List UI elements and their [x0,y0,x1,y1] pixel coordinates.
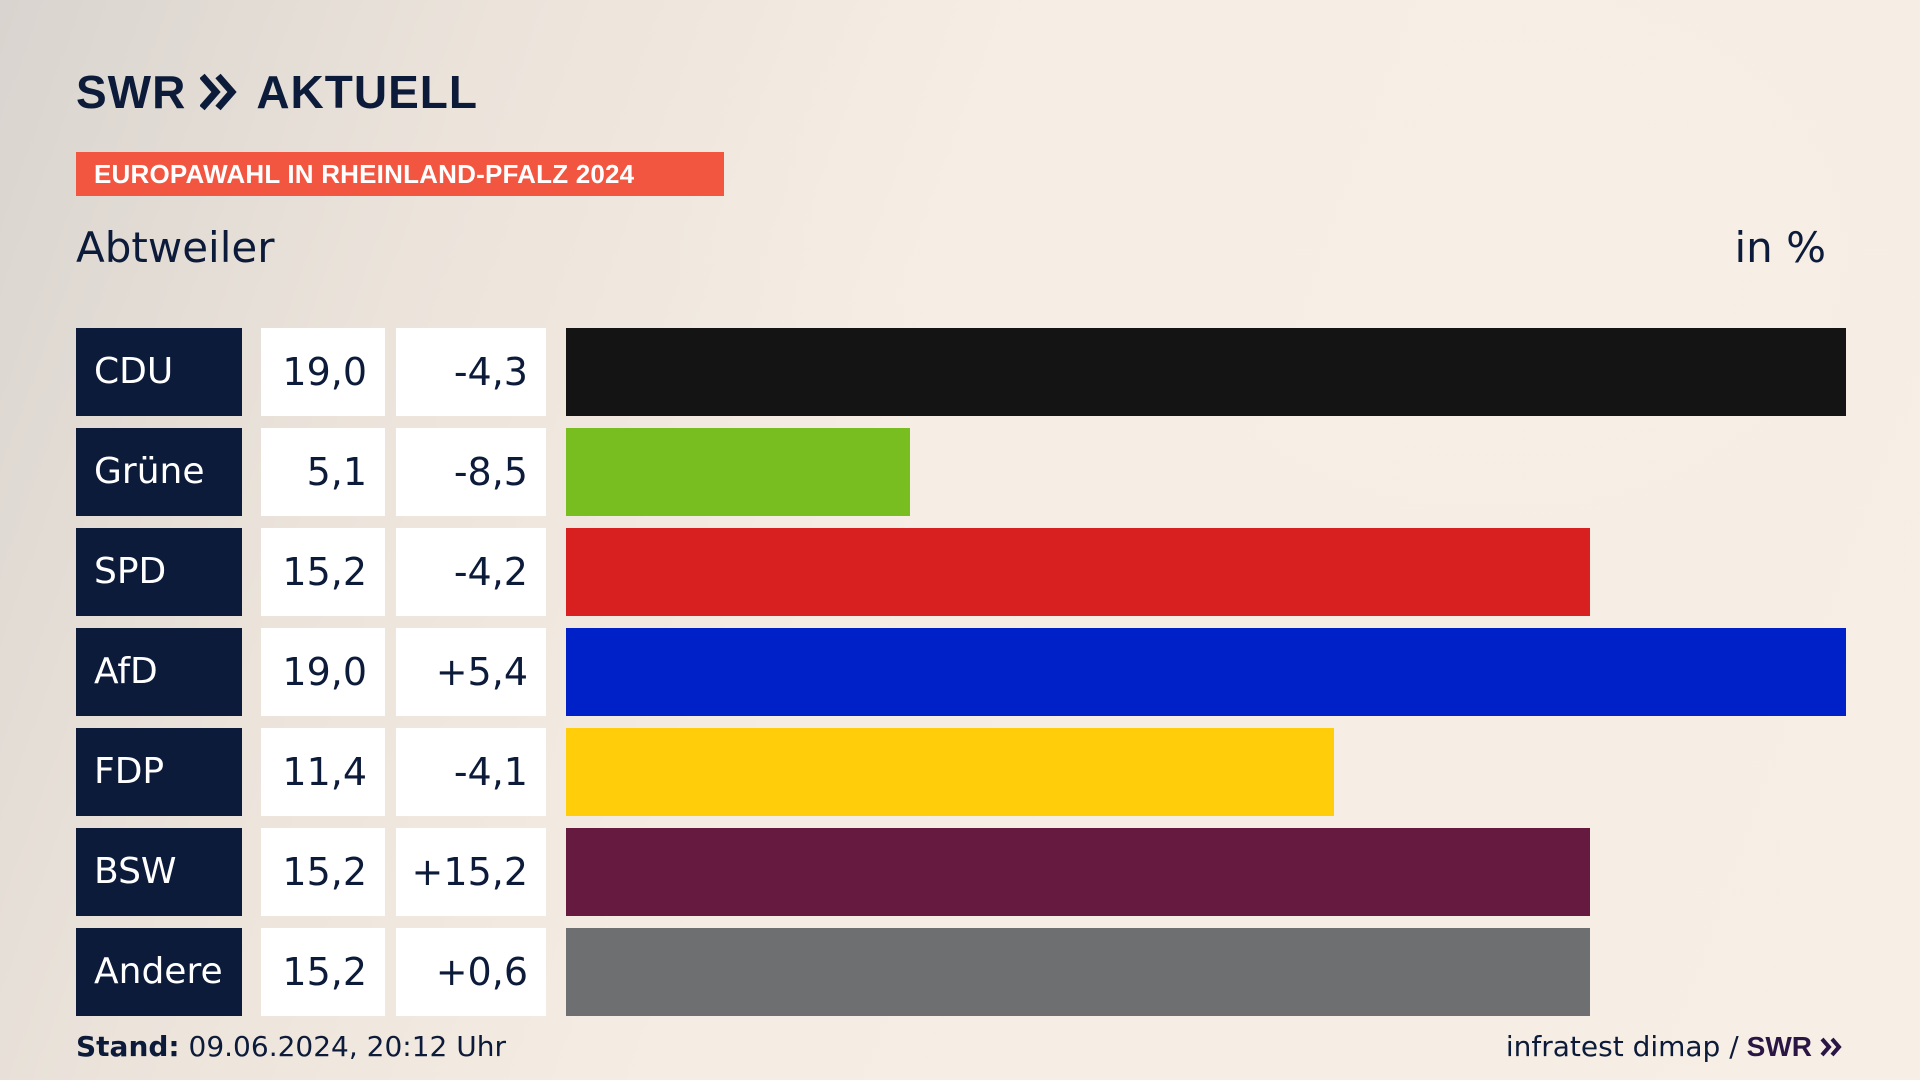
party-label: Grüne [76,428,242,516]
party-label: Andere [76,928,242,1016]
stand-label: Stand: [76,1030,180,1063]
party-label: BSW [76,828,242,916]
party-label: CDU [76,328,242,416]
result-row: FDP 11,4 -4,1 [76,728,1846,816]
vote-change-value: +0,6 [396,928,546,1016]
vote-share-bar [566,828,1590,916]
source-credit: infratest dimap / SWR [1506,1030,1844,1064]
vote-share-bar [566,528,1590,616]
vote-share-value: 15,2 [261,828,385,916]
vote-change-value: +5,4 [396,628,546,716]
election-tag: EUROPAWAHL IN RHEINLAND-PFALZ 2024 [76,152,724,196]
party-label: AfD [76,628,242,716]
party-label: FDP [76,728,242,816]
vote-share-bar [566,928,1590,1016]
vote-share-bar [566,428,910,516]
vote-change-value: -8,5 [396,428,546,516]
vote-change-value: -4,2 [396,528,546,616]
unit-label: in % [1734,223,1826,272]
result-row: Andere 15,2 +0,6 [76,928,1846,1016]
vote-share-bar [566,728,1334,816]
vote-share-bar [566,328,1846,416]
result-row: BSW 15,2 +15,2 [76,828,1846,916]
result-row: AfD 19,0 +5,4 [76,628,1846,716]
brand-name: SWR [76,66,187,118]
vote-change-value: -4,3 [396,328,546,416]
timestamp: Stand: 09.06.2024, 20:12 Uhr [76,1030,506,1064]
vote-share-value: 5,1 [261,428,385,516]
result-row: CDU 19,0 -4,3 [76,328,1846,416]
result-row: SPD 15,2 -4,2 [76,528,1846,616]
brand-product: AKTUELL [256,66,478,118]
vote-share-value: 19,0 [261,328,385,416]
result-row: Grüne 5,1 -8,5 [76,428,1846,516]
double-chevron-small-icon [1820,1037,1842,1057]
stand-value: 09.06.2024, 20:12 Uhr [188,1030,506,1063]
vote-share-bar [566,628,1846,716]
vote-share-value: 15,2 [261,528,385,616]
party-label: SPD [76,528,242,616]
vote-share-value: 11,4 [261,728,385,816]
vote-change-value: +15,2 [396,828,546,916]
double-chevron-icon [200,73,237,111]
vote-change-value: -4,1 [396,728,546,816]
source-label: infratest dimap / [1505,1030,1739,1063]
vote-share-value: 15,2 [261,928,385,1016]
vote-share-value: 19,0 [261,628,385,716]
swr-aktuell-logo: SWR AKTUELL [76,68,478,116]
source-brand: SWR [1746,1031,1812,1062]
chart-title: Abtweiler [76,223,275,272]
